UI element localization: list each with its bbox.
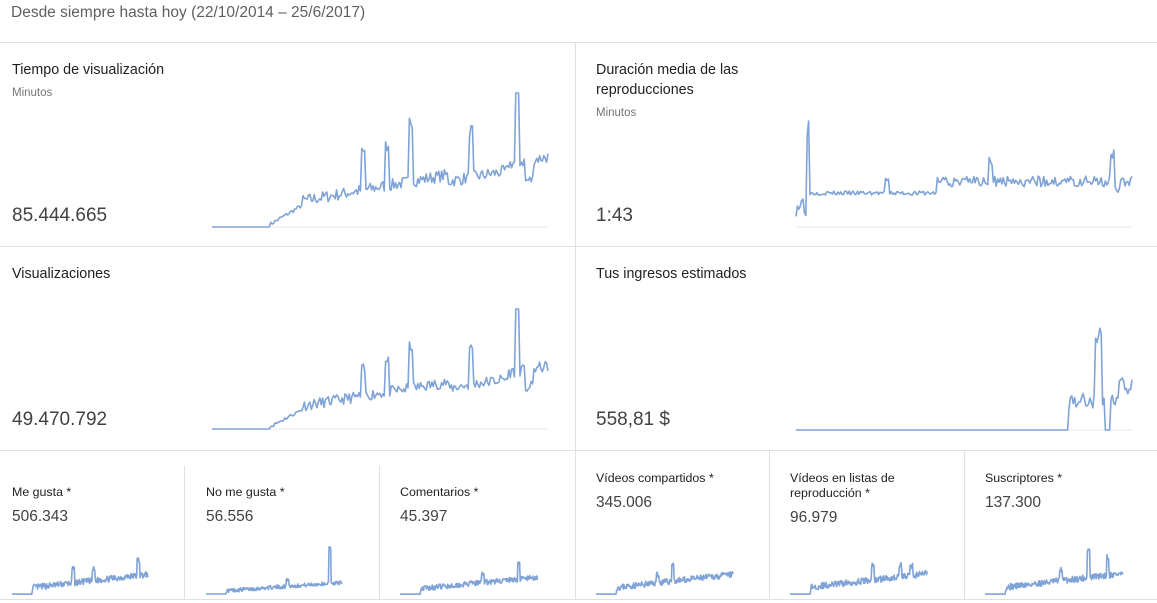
- subscribers-line: [984, 548, 1124, 595]
- divider: [964, 451, 965, 600]
- card-value: 506.343: [12, 508, 69, 525]
- views-line: [212, 308, 549, 430]
- subscribers-sparkline: [984, 548, 1124, 595]
- card-value: 137.300: [985, 494, 1042, 511]
- card-title: Me gusta *: [12, 485, 72, 499]
- divider: [0, 599, 1157, 600]
- dislikes-card[interactable]: No me gusta * 56.556: [185, 451, 379, 599]
- likes-card[interactable]: Me gusta * 506.343: [0, 451, 184, 599]
- card-value: 45.397: [400, 508, 448, 525]
- likes-line: [11, 557, 149, 595]
- divider: [0, 246, 1157, 247]
- watch-time-card[interactable]: Tiempo de visualización Minutos 85.444.6…: [0, 43, 575, 246]
- date-range-header: Desde siempre hasta hoy (22/10/2014 – 25…: [11, 4, 366, 21]
- divider: [575, 42, 576, 600]
- card-title-line: Vídeos en listas de: [790, 471, 895, 485]
- card-title: Duración media de las reproducciones: [596, 60, 738, 100]
- avg-duration-card[interactable]: Duración media de las reproducciones Min…: [576, 43, 1157, 246]
- playlists-card[interactable]: Vídeos en listas de reproducción * 96.97…: [770, 451, 964, 599]
- divider: [0, 42, 1157, 43]
- playlists-sparkline: [789, 561, 929, 595]
- views-sparkline: [212, 308, 549, 430]
- likes-sparkline: [11, 557, 149, 595]
- card-title-line: Duración media de las: [596, 62, 739, 78]
- dislikes-sparkline: [205, 546, 343, 595]
- shares-line: [595, 562, 734, 595]
- card-unit: Minutos: [12, 87, 53, 99]
- revenue-line: [796, 327, 1133, 431]
- card-title: Vídeos en listas de reproducción *: [790, 471, 895, 501]
- card-value: 96.979: [790, 509, 838, 526]
- divider: [0, 450, 1157, 451]
- divider: [379, 466, 380, 600]
- playlists-line: [789, 561, 929, 595]
- card-title: No me gusta *: [206, 485, 285, 499]
- card-title-line: reproducciones: [596, 82, 694, 98]
- shares-card[interactable]: Vídeos compartidos * 345.006: [576, 451, 769, 599]
- avg-duration-sparkline: [795, 120, 1133, 228]
- card-title: Suscriptores *: [985, 471, 1063, 485]
- subscribers-card[interactable]: Suscriptores * 137.300: [965, 451, 1157, 599]
- card-value: 85.444.665: [12, 205, 108, 226]
- card-title: Vídeos compartidos *: [596, 471, 714, 485]
- card-title: Tus ingresos estimados: [596, 266, 747, 282]
- card-value: 345.006: [596, 494, 653, 511]
- avg-duration-line: [795, 120, 1133, 217]
- card-title: Tiempo de visualización: [12, 62, 165, 78]
- card-value: 56.556: [206, 508, 254, 525]
- shares-sparkline: [595, 562, 734, 595]
- card-title: Comentarios *: [400, 485, 479, 499]
- revenue-card[interactable]: Tus ingresos estimados 558,81 $: [576, 247, 1157, 450]
- comments-sparkline: [399, 561, 539, 596]
- card-value: 558,81 $: [596, 409, 670, 430]
- comments-line: [399, 561, 539, 596]
- divider: [184, 466, 185, 600]
- watch-time-line: [212, 92, 549, 228]
- card-title: Visualizaciones: [12, 266, 111, 282]
- card-value: 1:43: [596, 205, 633, 226]
- views-card[interactable]: Visualizaciones 49.470.792: [0, 247, 575, 450]
- card-unit: Minutos: [596, 107, 637, 119]
- card-title-line: reproducción *: [790, 486, 870, 500]
- dislikes-line: [205, 546, 343, 595]
- card-value: 49.470.792: [12, 409, 108, 430]
- comments-card[interactable]: Comentarios * 45.397: [380, 451, 575, 599]
- watch-time-sparkline: [212, 92, 549, 228]
- revenue-sparkline: [796, 327, 1133, 431]
- divider: [769, 451, 770, 600]
